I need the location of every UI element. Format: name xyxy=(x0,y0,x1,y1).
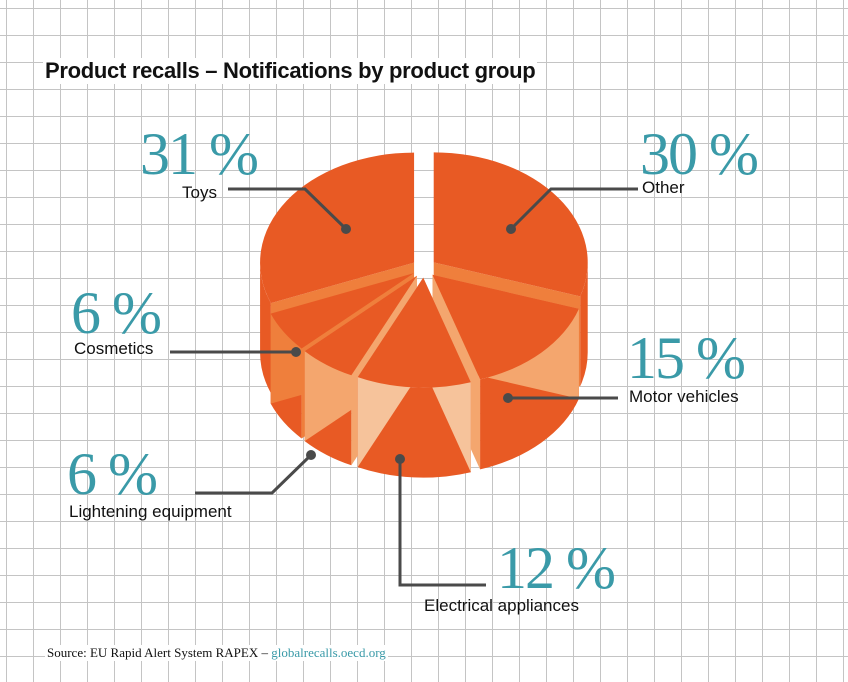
category-label-other: Other xyxy=(642,178,685,197)
percent-label-toys: 31 % xyxy=(140,121,257,187)
leader-dot-lightening-equipment xyxy=(306,450,316,460)
slice-top xyxy=(304,275,417,376)
leader-line-toys xyxy=(228,187,348,231)
category-label-cosmetics: Cosmetics xyxy=(74,339,153,358)
leader-dot-electrical-appliances xyxy=(395,454,405,464)
percent-label-electrical-appliances: 12 % xyxy=(497,535,614,601)
category-label-motor-vehicles: Motor vehicles xyxy=(629,387,739,406)
leader-line-electrical-appliances xyxy=(398,459,486,587)
source-text: Source: EU Rapid Alert System RAPEX – xyxy=(47,645,272,660)
leader-lines xyxy=(170,187,638,587)
category-label-lightening-equipment: Lightening equipment xyxy=(69,502,232,521)
source-link[interactable]: globalrecalls.oecd.org xyxy=(271,645,386,660)
slice-outer-wall xyxy=(260,262,271,394)
chart-title: Product recalls – Notifications by produ… xyxy=(43,58,538,84)
leader-dot-cosmetics xyxy=(291,347,301,357)
percent-label-motor-vehicles: 15 % xyxy=(627,325,744,391)
percent-label-other: 30 % xyxy=(640,121,757,187)
slice-outer-wall xyxy=(580,262,588,387)
slice-top xyxy=(270,273,414,349)
category-label-toys: Toys xyxy=(182,183,217,202)
leader-line-other xyxy=(509,187,638,231)
slice-top xyxy=(357,277,471,388)
leader-line-lightening-equipment xyxy=(195,453,313,495)
pie-slice-electrical-appliances xyxy=(357,277,471,478)
leader-dot-motor-vehicles xyxy=(503,393,513,403)
pie-slices xyxy=(260,152,588,478)
source-note: Source: EU Rapid Alert System RAPEX – gl… xyxy=(45,645,388,661)
leader-dot-toys xyxy=(341,224,351,234)
percent-label-cosmetics: 6 % xyxy=(71,280,160,346)
percent-label-lightening-equipment: 6 % xyxy=(67,441,156,507)
category-label-electrical-appliances: Electrical appliances xyxy=(424,596,579,615)
leader-dot-other xyxy=(506,224,516,234)
slice-top xyxy=(432,274,579,380)
